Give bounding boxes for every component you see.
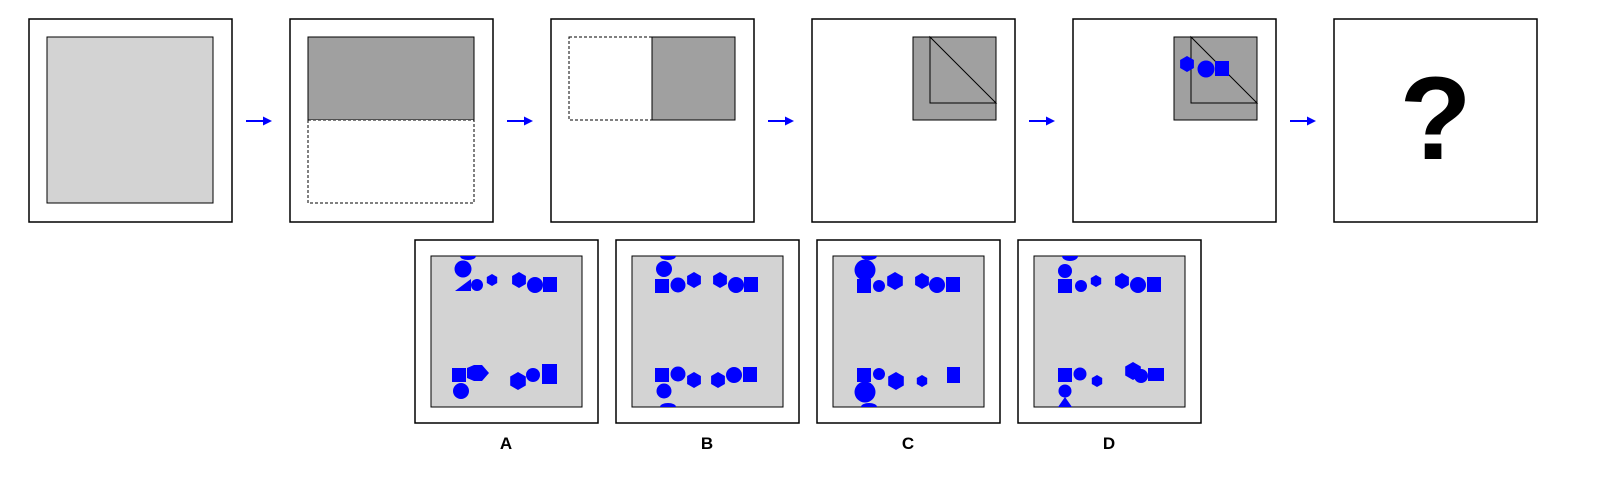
arrow-right-icon [246,116,272,126]
option-label: B [701,434,713,453]
arrow-right-icon [1290,116,1316,126]
option-label: C [902,434,914,453]
option-b[interactable]: B [615,239,800,453]
step-6-unknown: ? [1333,18,1538,223]
question-mark: ? [1399,53,1471,185]
option-c[interactable]: C [816,239,1001,453]
step-4-fold-diagonal [811,18,1016,223]
step-3-fold-right [550,18,755,223]
option-label: D [1103,434,1115,453]
option-a[interactable]: A [414,239,599,453]
arrow-right-icon [507,116,533,126]
step-1-full-sheet [28,18,233,223]
option-label: A [500,434,512,453]
step-5-punch-holes [1072,18,1277,223]
arrow-right-icon [768,116,794,126]
option-d[interactable]: D [1017,239,1202,453]
arrow-right-icon [1029,116,1055,126]
step-2-fold-top [289,18,494,223]
